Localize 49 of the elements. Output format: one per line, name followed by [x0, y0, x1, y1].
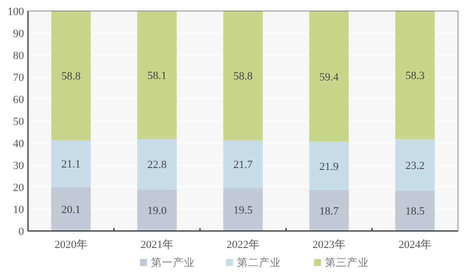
data-label: 23.2 — [405, 160, 425, 172]
bar — [137, 11, 177, 140]
bar — [51, 140, 91, 187]
data-label: 58.3 — [405, 70, 426, 82]
data-label: 18.7 — [319, 205, 340, 218]
data-label: 20.1 — [61, 204, 81, 216]
y-tick-label: 50 — [13, 116, 24, 128]
y-tick-label: 10 — [13, 204, 24, 216]
bar — [395, 11, 435, 140]
bar — [137, 139, 177, 190]
y-tick-label: 100 — [8, 6, 24, 18]
y-tick-label: 30 — [13, 160, 24, 172]
bar — [309, 142, 349, 190]
y-tick-label: 40 — [13, 138, 24, 150]
bar — [223, 188, 263, 231]
x-tick-label: 2023年 — [312, 239, 346, 251]
bar — [223, 140, 263, 188]
bar — [223, 11, 263, 140]
x-tick-label: 2020年 — [54, 239, 88, 251]
bar — [137, 189, 177, 231]
bar — [51, 186, 91, 231]
data-label: 58.8 — [233, 70, 254, 83]
data-label: 18.5 — [405, 206, 426, 218]
bar — [309, 190, 349, 231]
x-tick-label: 2022年 — [226, 239, 260, 251]
legend-label: 第一产业 — [151, 256, 195, 269]
data-label: 22.8 — [147, 159, 168, 172]
y-tick-label: 70 — [13, 72, 24, 84]
legend-label: 第三产业 — [325, 256, 369, 269]
x-tick-label: 2024年 — [398, 239, 432, 251]
data-label: 19.5 — [233, 204, 254, 217]
bar — [395, 139, 435, 190]
y-tick-label: 90 — [13, 28, 24, 40]
y-tick-label: 80 — [13, 50, 24, 62]
y-tick-label: 60 — [13, 94, 24, 106]
y-tick-label: 0 — [18, 226, 24, 238]
data-label: 21.9 — [319, 160, 340, 173]
bar — [51, 11, 91, 140]
data-label: 58.1 — [147, 70, 167, 82]
y-tick-label: 20 — [13, 182, 24, 194]
data-label: 58.8 — [61, 70, 82, 83]
data-label: 21.7 — [233, 159, 254, 172]
legend-label: 第二产业 — [237, 256, 281, 269]
data-label: 59.4 — [319, 71, 340, 84]
data-label: 19.0 — [147, 205, 168, 218]
data-label: 21.1 — [61, 158, 81, 171]
x-tick-label: 2021年 — [140, 239, 174, 251]
bar — [309, 11, 349, 142]
bar — [395, 190, 435, 231]
